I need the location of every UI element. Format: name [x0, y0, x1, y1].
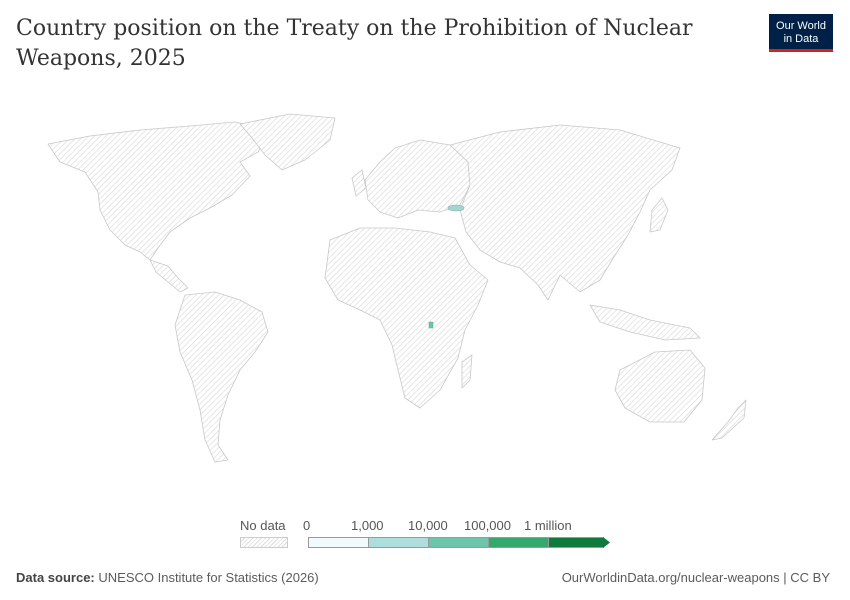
region-central-america[interactable]	[149, 259, 189, 293]
source-text: UNESCO Institute for Statistics (2026)	[98, 570, 319, 585]
owid-logo[interactable]: Our World in Data	[769, 14, 833, 52]
legend-no-data-label: No data	[240, 518, 286, 533]
legend-bin-2[interactable]	[368, 537, 429, 548]
region-georgia[interactable]	[447, 204, 465, 212]
legend-tick-4: 1 million	[524, 518, 572, 533]
logo-line-2: in Data	[783, 32, 819, 45]
legend-bin-4[interactable]	[488, 537, 549, 548]
world-map[interactable]	[0, 100, 850, 490]
logo-line-1: Our World	[776, 19, 826, 32]
legend-bin-1[interactable]	[308, 537, 369, 548]
legend-arrow-icon	[603, 537, 610, 548]
legend-no-data-swatch[interactable]	[240, 537, 288, 548]
legend-bin-5[interactable]	[548, 537, 604, 548]
region-europe[interactable]	[364, 139, 471, 219]
legend-tick-1: 1,000	[351, 518, 384, 533]
region-uk[interactable]	[351, 169, 367, 197]
footer-url[interactable]: OurWorldinData.org/nuclear-weapons | CC …	[561, 570, 830, 585]
region-north-america[interactable]	[47, 121, 271, 261]
chart-title: Country position on the Treaty on the Pr…	[16, 16, 693, 71]
region-greenland[interactable]	[239, 113, 336, 171]
legend-tick-3: 100,000	[464, 518, 511, 533]
footer-source: Data source: UNESCO Institute for Statis…	[16, 570, 319, 585]
legend-bin-3[interactable]	[428, 537, 489, 548]
region-south-america[interactable]	[174, 291, 269, 463]
region-australia[interactable]	[614, 349, 706, 423]
region-africa[interactable]	[324, 227, 489, 409]
region-asia[interactable]	[449, 124, 681, 301]
legend-tick-2: 10,000	[408, 518, 448, 533]
source-prefix: Data source:	[16, 570, 95, 585]
legend-tick-0: 0	[303, 518, 311, 533]
region-new-zealand[interactable]	[711, 399, 747, 441]
region-southeast-asia-islands[interactable]	[589, 304, 701, 341]
region-rwanda[interactable]	[428, 321, 434, 329]
map-legend: No data 0 1,000 10,000 100,000 1 million	[0, 510, 850, 560]
region-japan[interactable]	[649, 197, 669, 233]
region-madagascar[interactable]	[461, 354, 473, 389]
